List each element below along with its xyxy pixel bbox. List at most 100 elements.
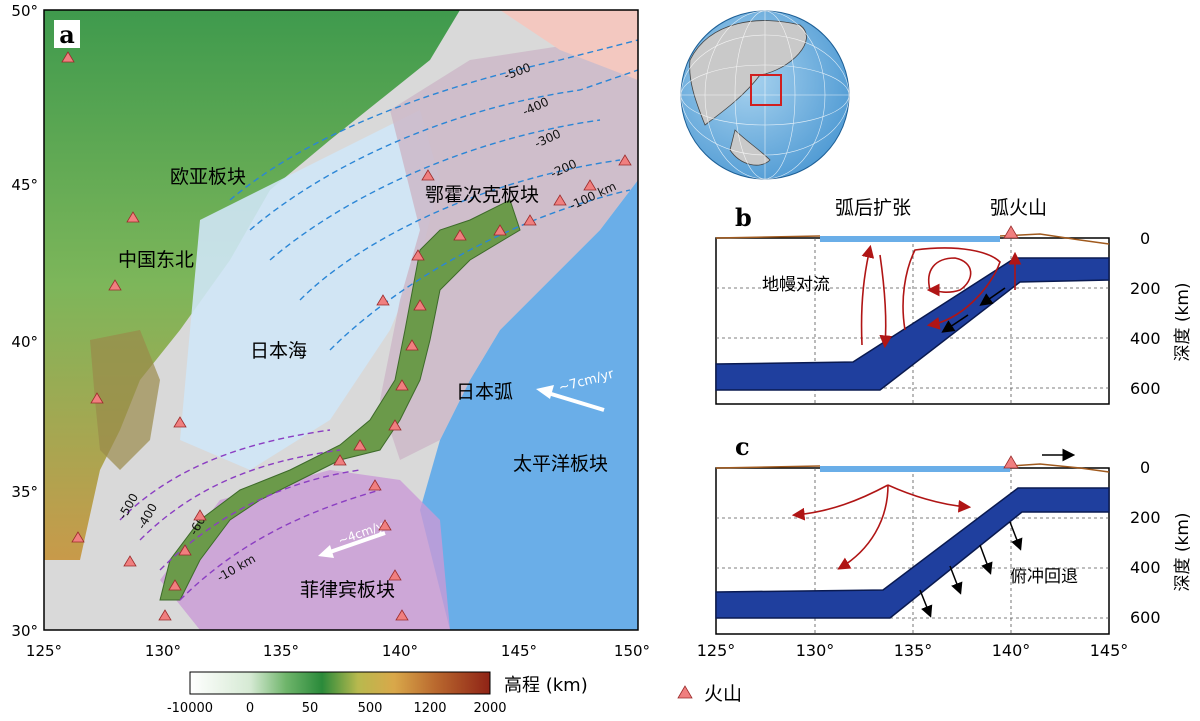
- panel-c-mantle-flow: [791, 484, 972, 570]
- depth-tick: 600: [1130, 608, 1161, 627]
- plate-label-philippine: 菲律宾板块: [300, 579, 395, 601]
- depth-tick: 400: [1130, 558, 1161, 577]
- globe-graticule: [680, 10, 850, 180]
- backarc-spreading-band-c: [820, 466, 1010, 472]
- depth-tick: 200: [1130, 508, 1161, 527]
- volcano-icon: [108, 279, 122, 291]
- globe-islands: [729, 129, 771, 166]
- panel-b-label: b: [735, 203, 752, 232]
- panel-c-cross-section: c 俯冲回退 0 200 400: [697, 432, 1193, 660]
- volcano-legend: 火山: [677, 683, 742, 705]
- volcano-icon: [178, 544, 192, 556]
- panel-c-depth-label: 深度 (km): [1173, 512, 1193, 591]
- volcano-icon: [333, 454, 347, 466]
- volcano-icon: [193, 509, 207, 521]
- pacific-ocean: [420, 180, 638, 630]
- arc-volcano-icon: [1003, 225, 1019, 239]
- panel-b-depth-label: 深度 (km): [1173, 282, 1193, 361]
- slab-motion-arrows: [941, 287, 1006, 333]
- volcano-legend-icon: [677, 685, 693, 699]
- lon-tick-label: 125°: [697, 641, 736, 660]
- lat-tick-label: 45°: [11, 176, 38, 194]
- eurasia-land: [44, 10, 460, 560]
- volcano-icon: [126, 211, 140, 223]
- philippine-arrowhead: [318, 545, 334, 558]
- panel-b-slab: [715, 257, 1110, 391]
- lat-tick-label: 40°: [11, 333, 38, 351]
- lon-tick-label: 145°: [501, 642, 537, 660]
- volcano-icon: [493, 224, 507, 236]
- panel-c-depth-ticks: 0 200 400 600: [1130, 458, 1161, 627]
- volcano-icon: [376, 294, 390, 306]
- colorbar-tick: -10000: [167, 701, 213, 716]
- volcano-icon: [421, 169, 435, 181]
- panel-a-map: a 50° 45° 40° 35° 30° 125° 130° 135° 140…: [11, 2, 650, 660]
- lat-tick-label: 30°: [11, 622, 38, 640]
- volcano-icon: [395, 379, 409, 391]
- arc-volcano-icon-c: [1003, 455, 1019, 469]
- lon-tick-label: 135°: [263, 642, 299, 660]
- colorbar-tick: 500: [358, 701, 383, 716]
- lon-tick-label: 140°: [992, 641, 1031, 660]
- lon-tick-label: 125°: [26, 642, 62, 660]
- lon-axis: 125° 130° 135° 140° 145° 150°: [26, 642, 650, 660]
- depth-tick: 200: [1130, 279, 1161, 298]
- plate-label-eurasian: 欧亚板块: [170, 166, 246, 188]
- philippine-motion-arrow: [329, 531, 386, 554]
- lon-tick-label: 140°: [382, 642, 418, 660]
- lat-tick-label: 35°: [11, 483, 38, 501]
- panel-b-topography: [715, 233, 1110, 245]
- volcano-icon: [523, 214, 537, 226]
- volcano-icon: [378, 519, 392, 531]
- elevation-colorbar: 高程 (km) -10000 0 50 500 1200 2000: [167, 671, 588, 716]
- volcano-icon: [395, 609, 409, 621]
- backarc-spreading-band: [820, 236, 1000, 242]
- okhotsk-plate-area: [380, 40, 638, 460]
- globe-study-area-box: [750, 74, 782, 106]
- volcano-icon: [61, 51, 75, 63]
- colorbar-ramp: [189, 671, 491, 695]
- volcano-icon: [388, 569, 402, 581]
- panel-a-label-box: [54, 20, 80, 48]
- volcano-markers: [61, 51, 632, 621]
- map-frame: [43, 9, 639, 631]
- volcano-icon: [123, 555, 137, 567]
- plate-label-okhotsk: 鄂霍次克板块: [425, 184, 539, 206]
- volcano-icon: [583, 179, 597, 191]
- pacific-arrowhead: [536, 385, 554, 399]
- volcano-icon: [173, 416, 187, 428]
- volcano-icon: [618, 154, 632, 166]
- panel-a-label: a: [59, 20, 75, 49]
- arc-volcano-label: 弧火山: [990, 197, 1047, 219]
- mantle-convection-arrows: [860, 244, 1022, 349]
- region-label-northeast-china: 中国东北: [118, 249, 194, 271]
- volcano-icon: [553, 194, 567, 206]
- depth-tick: 0: [1140, 458, 1150, 477]
- volcano-icon: [71, 531, 85, 543]
- lat-tick-label: 50°: [11, 2, 38, 20]
- plate-labels: 欧亚板块 鄂霍次克板块 太平洋板块 菲律宾板块: [170, 166, 608, 601]
- volcano-icon: [353, 439, 367, 451]
- lon-tick-label: 145°: [1090, 641, 1129, 660]
- lon-tick-label: 150°: [614, 642, 650, 660]
- volcano-icon: [388, 419, 402, 431]
- kamchatka-pink: [500, 10, 638, 80]
- colorbar-title: 高程 (km): [504, 675, 588, 696]
- lon-tick-label: 135°: [894, 641, 933, 660]
- korea-land: [90, 330, 160, 470]
- volcano-icon: [453, 229, 467, 241]
- pacific-slab-contours: [229, 39, 638, 351]
- colorbar-tick: 1200: [413, 701, 446, 716]
- globe-asia-land: [689, 20, 807, 126]
- lon-tick-label: 130°: [145, 642, 181, 660]
- volcano-icon: [411, 249, 425, 261]
- colorbar-tick: 0: [246, 701, 254, 716]
- volcano-icon: [158, 609, 172, 621]
- depth-tick: 600: [1130, 379, 1161, 398]
- panel-b-cross-section: b 弧后扩张 弧火山 地: [715, 197, 1193, 405]
- depth-tick: 400: [1130, 329, 1161, 348]
- volcano-icon: [405, 339, 419, 351]
- region-label-sea-of-japan: 日本海: [250, 340, 307, 362]
- pacific-motion-arrow: [547, 391, 605, 412]
- colorbar-tick: 50: [302, 701, 319, 716]
